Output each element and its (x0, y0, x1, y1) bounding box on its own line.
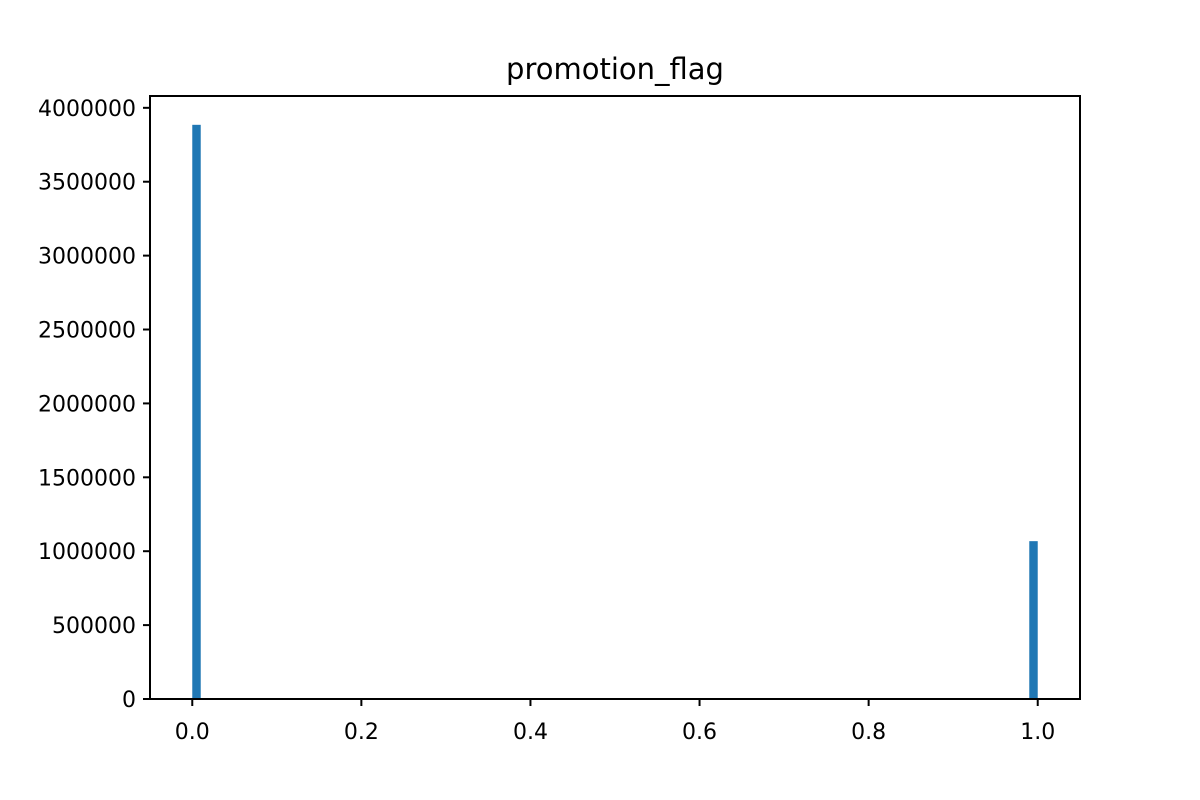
plot-frame (149, 95, 1081, 700)
x-tick-label: 0.2 (344, 720, 379, 745)
histogram-bar-0 (192, 124, 201, 700)
y-tick-label: 1000000 (38, 540, 136, 565)
bars-layer (192, 124, 1038, 700)
x-tick-label: 0.8 (851, 720, 886, 745)
y-tick-label: 2000000 (38, 392, 136, 417)
y-tick-label: 0 (122, 688, 136, 713)
x-tick-label: 0.4 (513, 720, 548, 745)
chart-title: promotion_flag (506, 52, 724, 86)
y-tick-label: 3500000 (38, 171, 136, 196)
x-tick-label: 0.0 (175, 720, 210, 745)
x-tick-label: 0.6 (682, 720, 717, 745)
y-tick-label: 2500000 (38, 319, 136, 344)
y-tick-label: 3000000 (38, 245, 136, 270)
y-tick-label: 500000 (52, 614, 136, 639)
y-tick-label: 4000000 (38, 97, 136, 122)
x-tick-label: 1.0 (1020, 720, 1055, 745)
y-axis-ticks: 0 500000 1000000 1500000 2000000 2500000 30000… (38, 97, 150, 713)
y-tick-label: 1500000 (38, 466, 136, 491)
x-axis-ticks: 0.0 0.2 0.4 0.6 0.8 1.0 (175, 699, 1055, 745)
histogram-bar-1 (1029, 541, 1038, 699)
